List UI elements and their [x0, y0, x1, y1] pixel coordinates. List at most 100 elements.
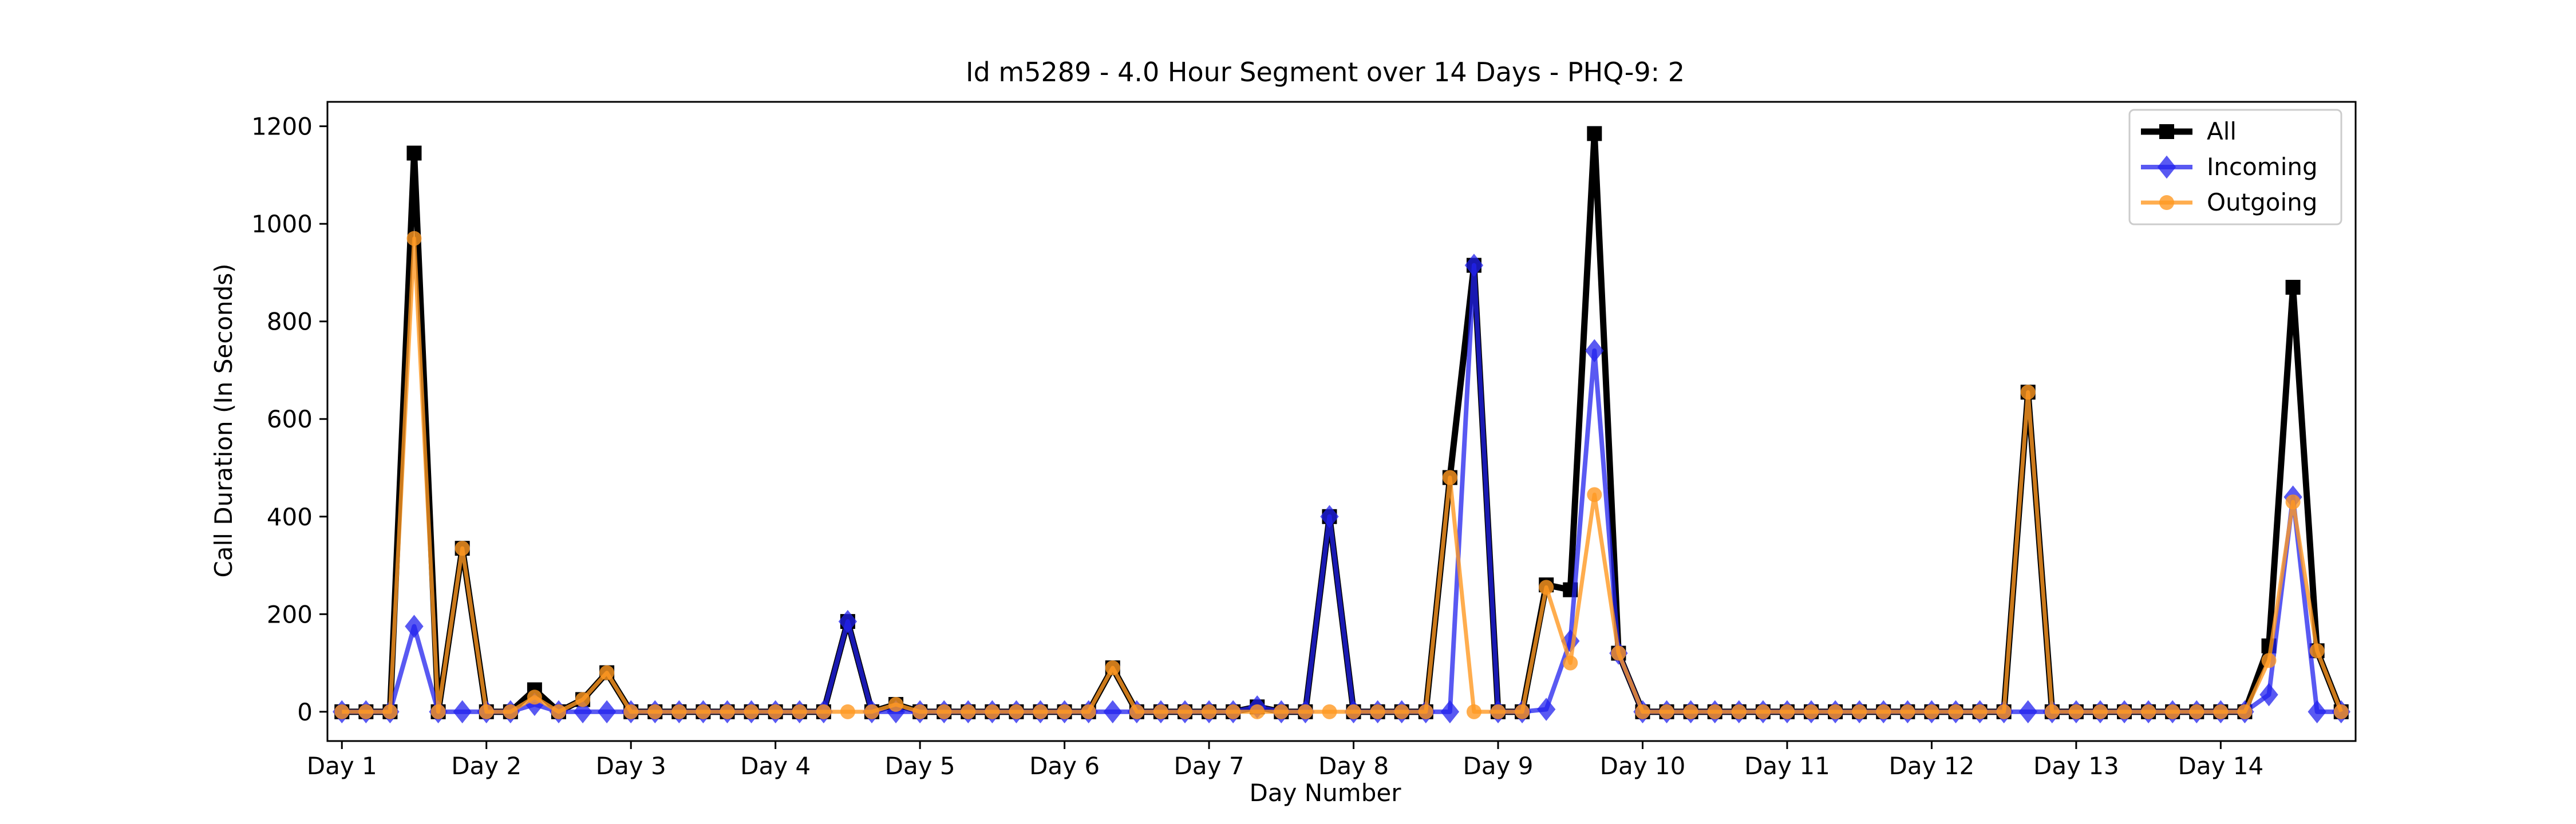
data-point-outgoing: [720, 704, 735, 719]
data-point-incoming: [2259, 683, 2278, 707]
data-point-outgoing: [1202, 704, 1217, 719]
data-point-outgoing: [1539, 580, 1554, 595]
data-point-outgoing: [1996, 704, 2012, 719]
data-point-outgoing: [2141, 704, 2156, 719]
data-point-outgoing: [1370, 704, 1385, 719]
x-tick-label: Day 9: [1463, 752, 1534, 780]
y-tick-label: 0: [297, 698, 313, 726]
data-point-outgoing: [623, 704, 639, 719]
x-tick-label: Day 4: [740, 752, 811, 780]
data-point-outgoing: [840, 704, 855, 719]
legend-label: All: [2207, 117, 2237, 145]
data-point-outgoing: [1491, 704, 1506, 719]
data-point-outgoing: [430, 704, 446, 719]
data-point-outgoing: [1635, 704, 1650, 719]
data-point-outgoing: [912, 704, 928, 719]
data-point-outgoing: [382, 704, 398, 719]
x-tick-label: Day 8: [1318, 752, 1389, 780]
data-point-outgoing: [1226, 704, 1241, 719]
data-point-outgoing: [696, 704, 711, 719]
data-point-outgoing: [937, 704, 952, 719]
legend-swatch-marker: [2159, 124, 2174, 139]
data-point-outgoing: [1924, 704, 1939, 719]
data-point-outgoing: [1779, 704, 1795, 719]
data-point-outgoing: [1876, 704, 1891, 719]
data-point-incoming: [597, 700, 617, 724]
data-point-outgoing: [1298, 704, 1313, 719]
data-point-outgoing: [1972, 704, 1988, 719]
legend: All Incoming Outgoing: [2128, 109, 2342, 225]
data-point-outgoing: [358, 704, 374, 719]
plot-area: 0 200 400 600 800 1000 1200 Day 1 Day 2 Day 3 Day …: [251, 113, 2350, 780]
x-tick-label: Day 12: [1889, 752, 1975, 780]
data-point-incoming: [1320, 505, 1339, 529]
data-point-outgoing: [575, 692, 591, 707]
data-point-outgoing: [1900, 704, 1915, 719]
x-tick-label: Day 11: [1744, 752, 1830, 780]
data-point-outgoing: [1683, 704, 1698, 719]
data-point-outgoing: [1105, 660, 1120, 676]
data-point-outgoing: [2261, 653, 2277, 668]
data-point-incoming: [1585, 339, 1604, 363]
data-point-all: [1587, 126, 1602, 141]
data-point-outgoing: [1274, 704, 1289, 719]
data-point-incoming: [838, 609, 858, 633]
data-point-incoming: [1536, 698, 1556, 721]
data-point-outgoing: [1033, 704, 1048, 719]
data-point-outgoing: [334, 704, 350, 719]
data-point-outgoing: [1153, 704, 1168, 719]
data-point-incoming: [1561, 629, 1580, 653]
data-point-outgoing: [985, 704, 1000, 719]
data-point-outgoing: [1466, 704, 1481, 719]
data-point-incoming: [1464, 253, 1484, 277]
data-point-outgoing: [961, 704, 976, 719]
y-axis-label: Call Duration (In Seconds): [210, 263, 238, 577]
data-point-outgoing: [599, 665, 615, 680]
data-point-outgoing: [2117, 704, 2132, 719]
data-point-outgoing: [2068, 704, 2084, 719]
data-point-outgoing: [1611, 645, 1626, 661]
x-tick-label: Day 3: [596, 752, 666, 780]
data-point-outgoing: [406, 231, 422, 246]
chart-title: Id m5289 - 4.0 Hour Segment over 14 Days…: [966, 57, 1685, 88]
data-point-all: [2285, 280, 2301, 295]
x-tick-label: Day 2: [451, 752, 521, 780]
data-point-outgoing: [888, 697, 904, 712]
data-point-outgoing: [2189, 704, 2204, 719]
data-point-outgoing: [2333, 704, 2349, 719]
plot-frame: [326, 101, 2357, 742]
x-tick-label: Day 6: [1029, 752, 1100, 780]
x-tick-label: Day 14: [2178, 752, 2263, 780]
data-point-outgoing: [1515, 704, 1530, 719]
data-point-outgoing: [1322, 704, 1337, 719]
data-point-outgoing: [527, 690, 542, 705]
data-point-outgoing: [1177, 704, 1192, 719]
y-tick-label: 1200: [251, 113, 313, 141]
data-point-outgoing: [816, 704, 831, 719]
data-point-incoming: [1440, 700, 1460, 724]
legend-box: [2128, 109, 2342, 225]
data-point-outgoing: [479, 704, 494, 719]
data-point-incoming: [1103, 700, 1122, 724]
data-point-outgoing: [1250, 704, 1265, 719]
data-point-outgoing: [1346, 704, 1361, 719]
data-point-outgoing: [1081, 704, 1096, 719]
legend-label: Outgoing: [2207, 188, 2317, 216]
series-outgoing: [334, 231, 2349, 719]
x-tick-label: Day 1: [307, 752, 377, 780]
data-point-outgoing: [503, 704, 518, 719]
data-point-outgoing: [2309, 643, 2325, 659]
y-tick-label: 400: [267, 503, 313, 531]
data-point-outgoing: [2237, 704, 2253, 719]
data-point-outgoing: [1828, 704, 1843, 719]
legend-label: Incoming: [2207, 153, 2318, 181]
x-tick-label: Day 7: [1174, 752, 1244, 780]
data-point-outgoing: [792, 704, 807, 719]
data-point-outgoing: [768, 704, 783, 719]
data-point-outgoing: [1009, 704, 1024, 719]
data-point-outgoing: [1563, 655, 1578, 671]
x-tick-label: Day 5: [885, 752, 955, 780]
data-point-outgoing: [1418, 704, 1433, 719]
data-point-incoming: [573, 700, 592, 724]
